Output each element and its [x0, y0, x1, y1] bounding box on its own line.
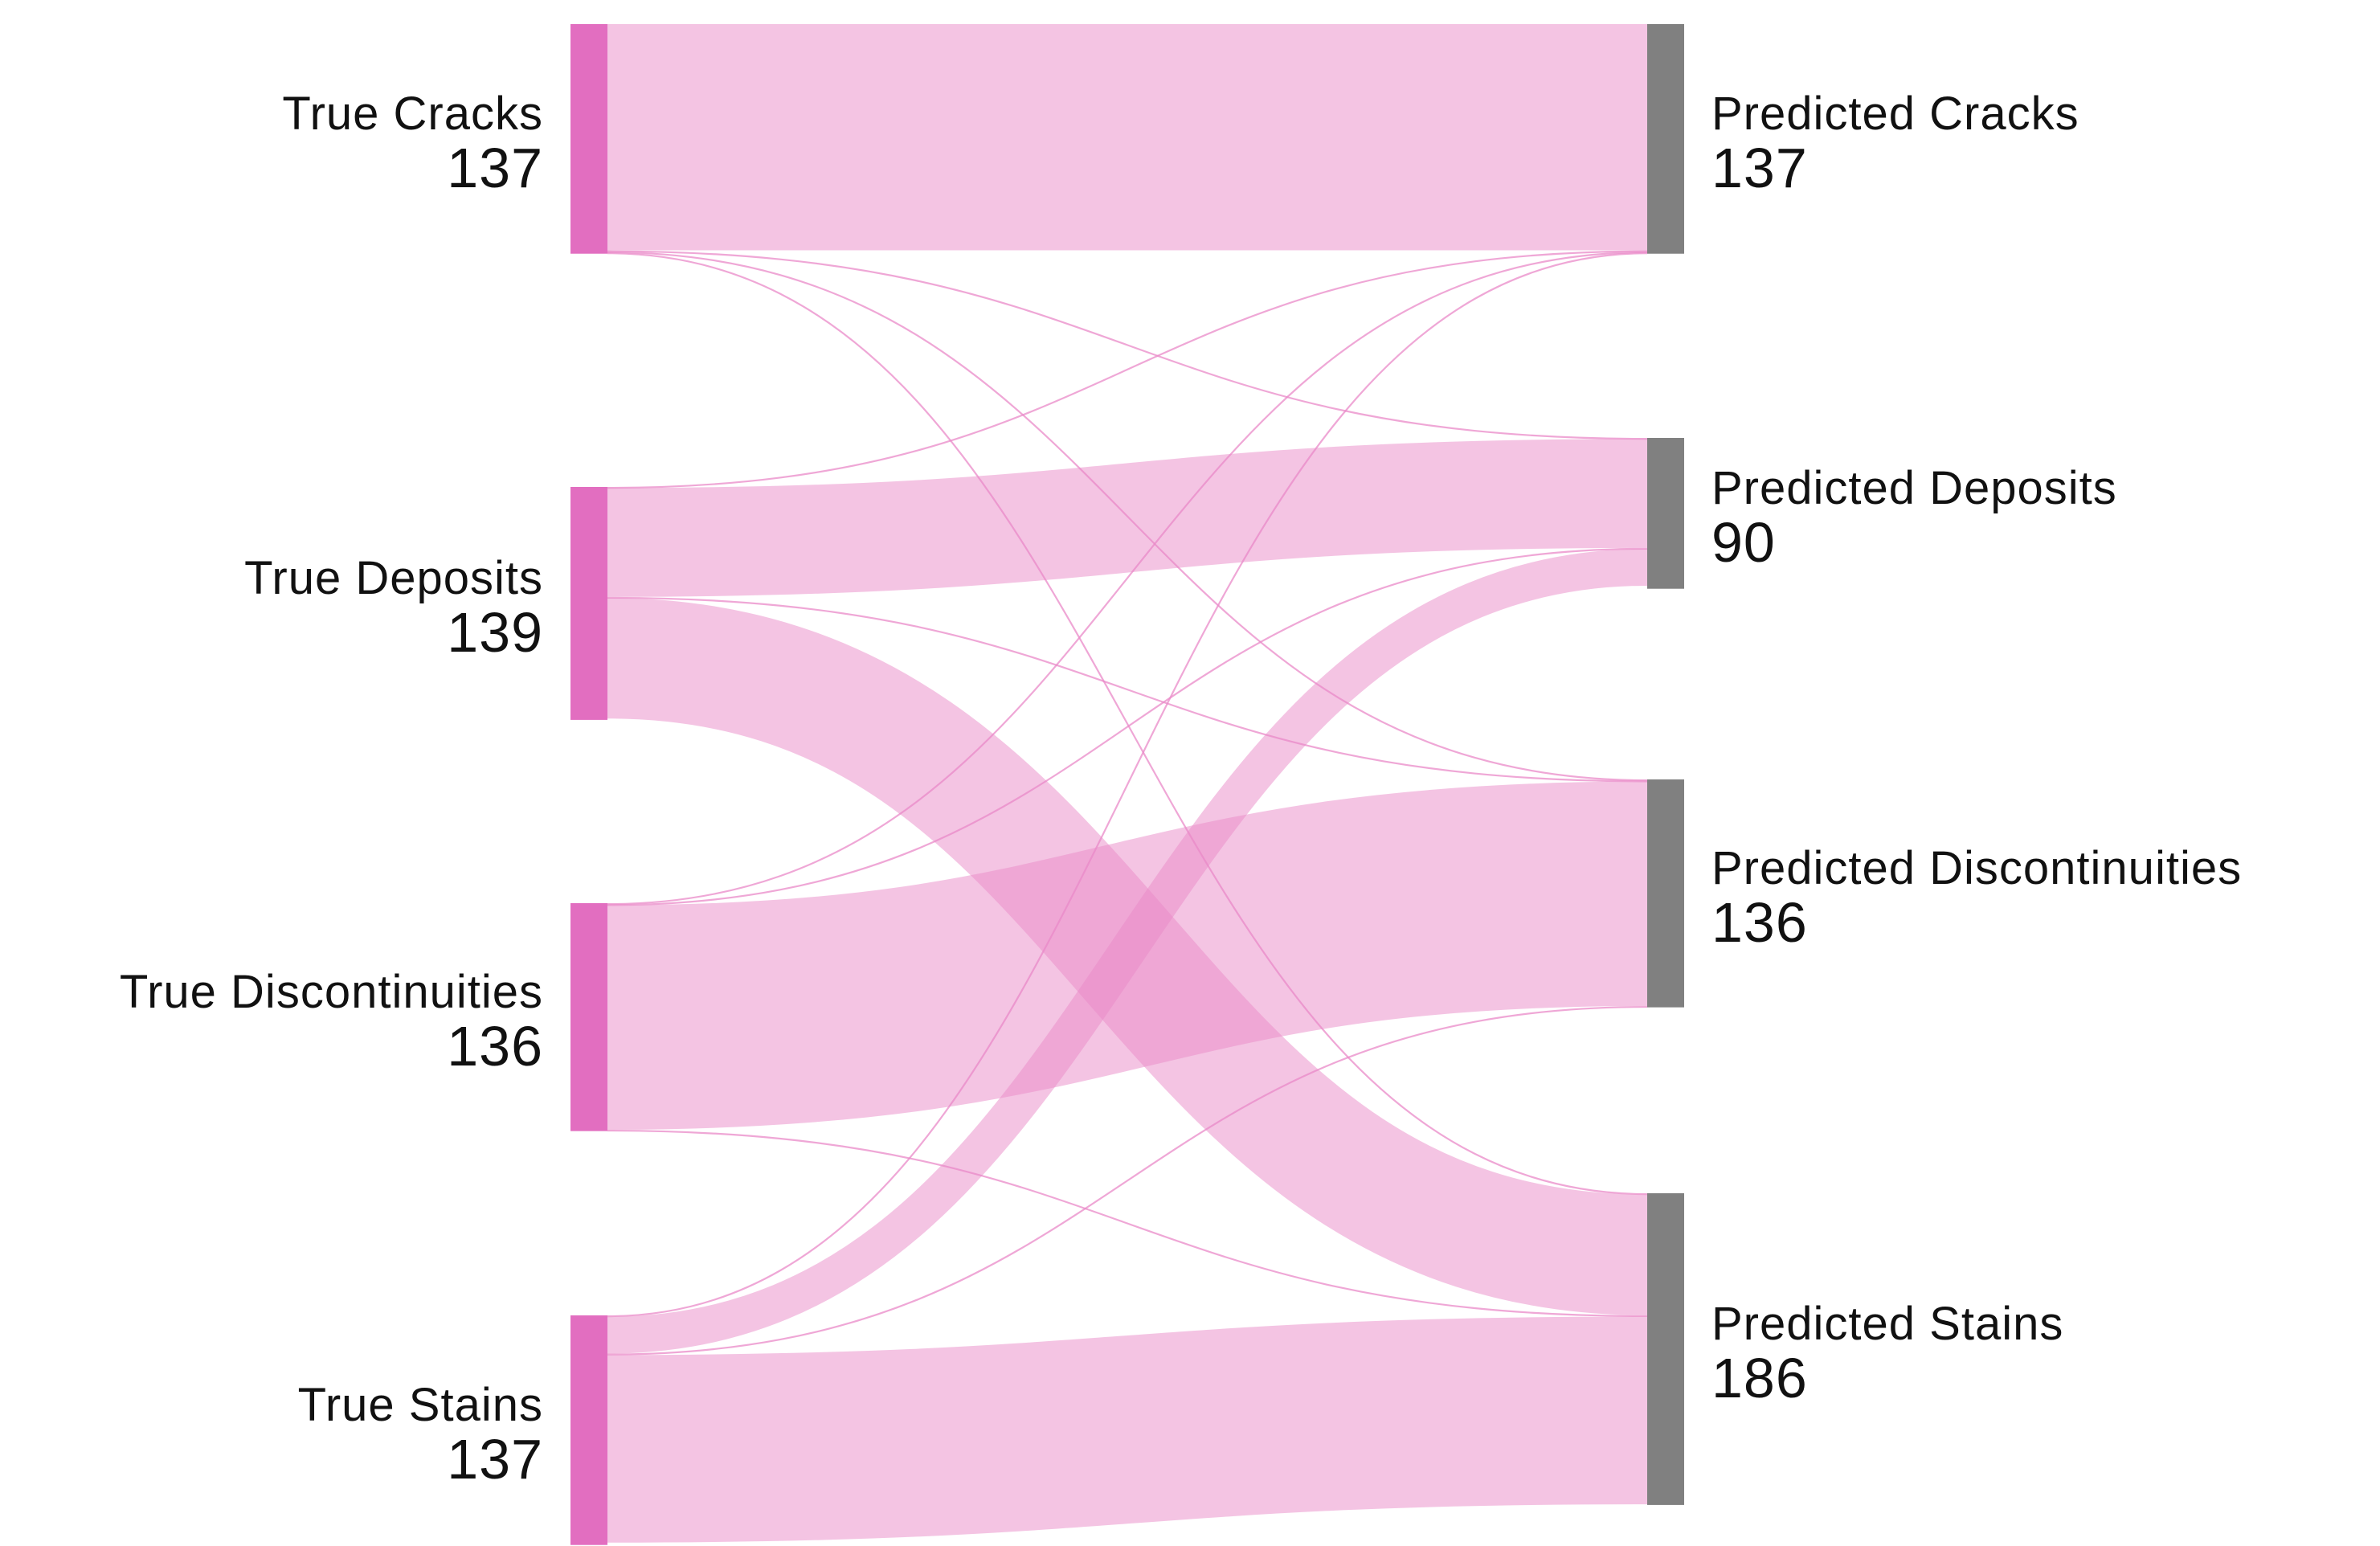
node-count-true-deposits: 139 [447, 601, 543, 664]
node-label-predicted-deposits: Predicted Deposits [1711, 462, 2117, 514]
node-label-predicted-discontinuities: Predicted Discontinuities [1711, 842, 2242, 894]
link-true-discontinuities-to-predicted-deposits [607, 547, 1648, 906]
node-true-cracks [570, 24, 607, 254]
node-predicted-cracks [1647, 24, 1684, 254]
node-count-predicted-deposits: 90 [1711, 511, 1776, 574]
node-predicted-discontinuities [1647, 779, 1684, 1008]
node-count-predicted-stains: 186 [1711, 1347, 1808, 1409]
node-predicted-stains [1647, 1193, 1684, 1505]
node-true-stains [570, 1315, 607, 1545]
node-label-predicted-cracks: Predicted Cracks [1711, 88, 2079, 140]
node-count-predicted-discontinuities: 136 [1711, 891, 1808, 954]
link-true-deposits-to-predicted-cracks [607, 250, 1648, 489]
node-label-predicted-stains: Predicted Stains [1711, 1298, 2063, 1350]
node-count-true-discontinuities: 136 [447, 1015, 543, 1078]
link-true-deposits-to-predicted-discontinuities [607, 596, 1648, 783]
link-true-deposits-to-predicted-deposits [607, 439, 1648, 597]
node-count-predicted-cracks: 137 [1711, 137, 1808, 199]
link-true-stains-to-predicted-stains [607, 1316, 1648, 1543]
node-label-true-stains: True Stains [298, 1379, 543, 1431]
node-label-true-discontinuities: True Discontinuities [120, 966, 543, 1018]
link-true-discontinuities-to-predicted-stains [607, 1129, 1648, 1318]
node-true-deposits [570, 487, 607, 720]
node-predicted-deposits [1647, 438, 1684, 589]
node-count-true-cracks: 137 [447, 137, 543, 199]
sankey-links [607, 24, 1648, 1543]
sankey-nodes [570, 24, 1684, 1545]
node-true-discontinuities [570, 903, 607, 1131]
node-label-true-cracks: True Cracks [282, 88, 543, 140]
node-label-true-deposits: True Deposits [244, 552, 543, 604]
link-true-cracks-to-predicted-stains [607, 252, 1648, 1196]
link-true-stains-to-predicted-cracks [607, 252, 1648, 1318]
link-true-stains-to-predicted-discontinuities [607, 1005, 1648, 1356]
link-true-discontinuities-to-predicted-cracks [607, 251, 1648, 906]
link-true-cracks-to-predicted-deposits [607, 250, 1648, 440]
node-count-true-stains: 137 [447, 1428, 543, 1491]
link-true-stains-to-predicted-deposits [607, 549, 1648, 1354]
